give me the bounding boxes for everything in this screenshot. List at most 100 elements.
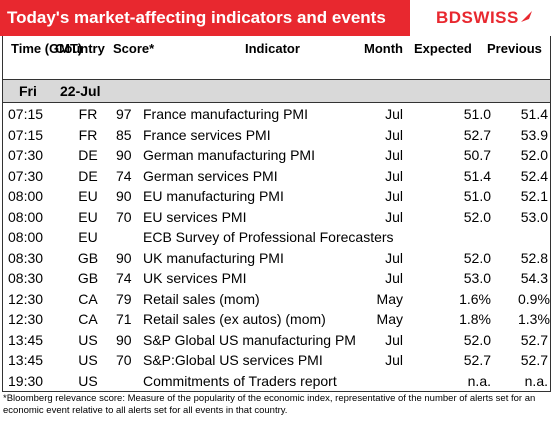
row-month: Jul <box>385 270 403 286</box>
row-indicator: German services PMI <box>143 167 278 184</box>
row-time: 08:00 <box>8 229 44 245</box>
row-indicator: Commitments of Traders report <box>143 372 337 389</box>
header-bar: Today's market-affecting indicators and … <box>0 0 552 36</box>
row-previous: 51.4 <box>520 106 548 122</box>
col-header-time-label: Time (GMT) <box>11 41 83 56</box>
row-country: GB <box>77 249 99 266</box>
row-time: 08:00 <box>8 188 44 204</box>
row-expected: 52.7 <box>463 352 491 368</box>
row-month: May <box>376 311 403 327</box>
row-country: US <box>78 352 98 368</box>
row-score: 79 <box>116 290 132 307</box>
row-country: EU <box>78 188 98 204</box>
date-row: Fri 22-Jul <box>3 80 550 102</box>
page-title: Today's market-affecting indicators and … <box>7 8 386 27</box>
table-row: 07:15 FR 97 France manufacturing PMI Jul 51.0… <box>3 104 550 125</box>
row-country: DE <box>78 147 98 163</box>
col-header-country: Country <box>55 41 105 56</box>
row-country: GB <box>77 270 99 286</box>
row-expected: 52.0 <box>463 208 491 225</box>
row-previous: 52.4 <box>520 167 548 184</box>
row-score: 97 <box>116 106 132 122</box>
row-country: FR <box>78 126 98 143</box>
row-country: US <box>78 331 98 348</box>
row-previous: 52.8 <box>520 249 548 266</box>
table-row: 08:00 EU ECB Survey of Professional Foreca… <box>3 227 550 248</box>
row-score: 90 <box>116 249 132 266</box>
table-row: 12:30 CA 79 Retail sales (mom) May 1.6% 0.9% <box>3 289 550 310</box>
row-score: 70 <box>116 352 132 368</box>
table-row: 07:30 DE 90 German manufacturing PMI Jul 50.7… <box>3 145 550 166</box>
row-indicator: Retail sales (mom) <box>143 290 260 307</box>
row-month: Jul <box>385 208 403 225</box>
row-month: Jul <box>385 352 403 368</box>
row-previous: n.a. <box>524 372 548 389</box>
row-previous: 53.0 <box>520 208 548 225</box>
row-score: 70 <box>116 208 132 225</box>
col-header-previous: Previous <box>487 41 542 56</box>
row-expected: 52.0 <box>463 249 491 266</box>
row-time: 07:15 <box>8 126 44 143</box>
table-bottom-border <box>2 391 551 392</box>
logo-text: BDSWISS <box>436 8 519 27</box>
row-month: Jul <box>385 106 403 122</box>
brand-logo: BDSWISS <box>410 0 552 36</box>
row-country: EU <box>78 229 98 245</box>
table-row: 08:00 EU 70 EU services PMI Jul 52.0 53.0 <box>3 207 550 228</box>
row-indicator: France services PMI <box>143 126 271 143</box>
row-country: FR <box>78 106 98 122</box>
table-row: 19:30 US Commitments of Traders report n.a.… <box>3 371 550 392</box>
row-indicator: German manufacturing PMI <box>143 147 315 163</box>
table-row: 07:30 DE 74 German services PMI Jul 51.4 52.4 <box>3 166 550 187</box>
row-month: Jul <box>385 126 403 143</box>
row-time: 07:15 <box>8 106 44 122</box>
row-previous: 52.1 <box>520 188 548 204</box>
table-row: 08:30 GB 90 UK manufacturing PMI Jul 52.0 52.8 <box>3 248 550 269</box>
row-score: 90 <box>116 188 132 204</box>
row-score: 74 <box>116 270 132 286</box>
row-expected: 1.6% <box>459 290 491 307</box>
row-indicator: EU services PMI <box>143 208 247 225</box>
row-country: US <box>78 372 98 389</box>
row-expected: 51.0 <box>463 106 491 122</box>
row-indicator: UK services PMI <box>143 270 247 286</box>
row-time: 08:30 <box>8 249 44 266</box>
row-indicator: EU manufacturing PMI <box>143 188 284 204</box>
row-time: 07:30 <box>8 167 44 184</box>
row-country: DE <box>78 167 98 184</box>
row-expected: 52.7 <box>463 126 491 143</box>
row-expected: n.a. <box>467 372 491 389</box>
row-indicator: S&P Global US manufacturing PM <box>143 331 356 348</box>
row-indicator: France manufacturing PMI <box>143 106 308 122</box>
table-row: 08:00 EU 90 EU manufacturing PMI Jul 51.0 52.1 <box>3 186 550 207</box>
row-expected: 52.0 <box>463 331 491 348</box>
table-row: 13:45 US 90 S&P Global US manufacturing PM J… <box>3 330 550 351</box>
row-country: CA <box>78 311 98 327</box>
row-expected: 50.7 <box>463 147 491 163</box>
row-previous: 52.7 <box>520 331 548 348</box>
row-country: EU <box>78 208 98 225</box>
row-indicator: ECB Survey of Professional Forecasters <box>143 229 394 245</box>
row-expected: 51.0 <box>463 188 491 204</box>
row-month: Jul <box>385 331 403 348</box>
row-previous: 53.9 <box>520 126 548 143</box>
col-header-month: Month <box>364 41 403 56</box>
row-previous: 0.9% <box>518 290 550 307</box>
row-score: 90 <box>116 331 132 348</box>
row-time: 13:45 <box>8 331 44 348</box>
row-previous: 54.3 <box>520 270 548 286</box>
row-score: 71 <box>116 311 132 327</box>
table-row: 07:15 FR 85 France services PMI Jul 52.7 53.9 <box>3 125 550 146</box>
row-time: 19:30 <box>8 372 44 389</box>
row-time: 07:30 <box>8 147 44 163</box>
table-row: 08:30 GB 74 UK services PMI Jul 53.0 54.3 <box>3 268 550 289</box>
row-time: 12:30 <box>8 290 44 307</box>
row-month: Jul <box>385 167 403 184</box>
date-day: Fri <box>19 83 37 99</box>
col-header-score-label: Score* <box>113 41 155 56</box>
row-month: May <box>376 290 403 307</box>
table-row: 12:30 CA 71 Retail sales (ex autos) (mom) Ma… <box>3 309 550 330</box>
footnote: *Bloomberg relevance score: Measure of t… <box>3 393 536 416</box>
date-divider <box>2 102 551 103</box>
row-month: Jul <box>385 147 403 163</box>
